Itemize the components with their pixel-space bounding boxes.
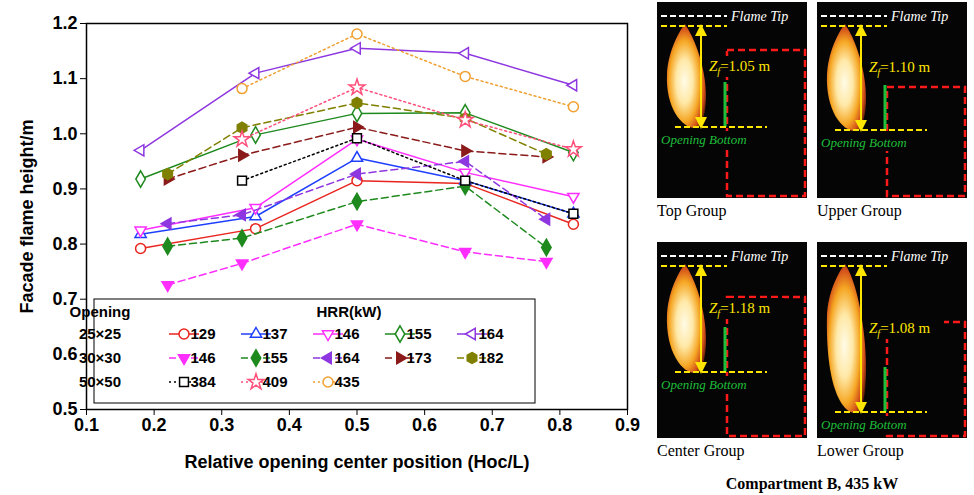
svg-text:0.3: 0.3 xyxy=(209,415,234,435)
svg-text:146: 146 xyxy=(334,325,359,342)
svg-text:173: 173 xyxy=(406,349,431,366)
svg-text:0.8: 0.8 xyxy=(547,415,572,435)
svg-text:0.9: 0.9 xyxy=(52,179,77,199)
svg-text:50×50: 50×50 xyxy=(79,373,121,390)
svg-text:0.7: 0.7 xyxy=(52,289,78,309)
svg-text:Opening Bottom: Opening Bottom xyxy=(661,132,747,147)
svg-text:1.1: 1.1 xyxy=(52,68,77,88)
svg-text:164: 164 xyxy=(478,325,504,342)
svg-text:1.0: 1.0 xyxy=(52,124,77,144)
svg-text:Facade flame height/m: Facade flame height/m xyxy=(17,119,37,313)
svg-text:Flame Tip: Flame Tip xyxy=(730,249,788,264)
svg-text:Opening Bottom: Opening Bottom xyxy=(821,135,907,150)
svg-text:Top Group: Top Group xyxy=(657,202,727,220)
svg-text:155: 155 xyxy=(406,325,431,342)
svg-text:0.5: 0.5 xyxy=(52,399,78,420)
svg-text:HRR(kW): HRR(kW) xyxy=(317,303,382,320)
svg-text:384: 384 xyxy=(190,373,216,390)
svg-text:164: 164 xyxy=(334,349,360,366)
svg-text:129: 129 xyxy=(190,325,215,342)
svg-text:Upper Group: Upper Group xyxy=(817,202,902,220)
svg-text:Flame Tip: Flame Tip xyxy=(730,9,788,24)
svg-text:Zf=1.10 m: Zf=1.10 m xyxy=(869,59,931,78)
svg-text:1.2: 1.2 xyxy=(52,13,77,33)
svg-text:Relative opening center positi: Relative opening center position (Hoc/L) xyxy=(184,452,529,472)
svg-text:25×25: 25×25 xyxy=(79,325,121,342)
svg-text:0.7: 0.7 xyxy=(480,415,505,435)
svg-text:435: 435 xyxy=(334,373,359,390)
svg-text:0.6: 0.6 xyxy=(52,344,77,364)
svg-text:0.8: 0.8 xyxy=(52,234,77,254)
svg-text:0.9: 0.9 xyxy=(615,415,640,435)
svg-text:Opening Bottom: Opening Bottom xyxy=(661,377,747,392)
svg-text:182: 182 xyxy=(478,349,503,366)
svg-text:Center Group: Center Group xyxy=(657,442,745,460)
svg-text:Opening: Opening xyxy=(70,303,131,320)
svg-text:0.6: 0.6 xyxy=(412,415,437,435)
svg-text:0.2: 0.2 xyxy=(142,415,167,435)
svg-text:Zf=1.08 m: Zf=1.08 m xyxy=(869,320,931,339)
svg-text:0.5: 0.5 xyxy=(344,415,369,435)
svg-text:Compartment B, 435 kW: Compartment B, 435 kW xyxy=(726,475,898,493)
svg-text:137: 137 xyxy=(262,325,287,342)
svg-text:Zf=1.05 m: Zf=1.05 m xyxy=(709,58,771,77)
svg-text:Flame Tip: Flame Tip xyxy=(890,9,948,24)
svg-text:30×30: 30×30 xyxy=(79,349,121,366)
svg-text:Opening Bottom: Opening Bottom xyxy=(821,417,907,432)
svg-text:155: 155 xyxy=(262,349,287,366)
svg-text:0.4: 0.4 xyxy=(277,415,302,435)
svg-text:146: 146 xyxy=(190,349,215,366)
svg-text:0.1: 0.1 xyxy=(74,415,99,435)
svg-text:409: 409 xyxy=(262,373,287,390)
svg-text:Zf=1.18 m: Zf=1.18 m xyxy=(709,300,771,319)
svg-text:Flame Tip: Flame Tip xyxy=(890,249,948,264)
svg-text:Lower Group: Lower Group xyxy=(817,442,904,460)
